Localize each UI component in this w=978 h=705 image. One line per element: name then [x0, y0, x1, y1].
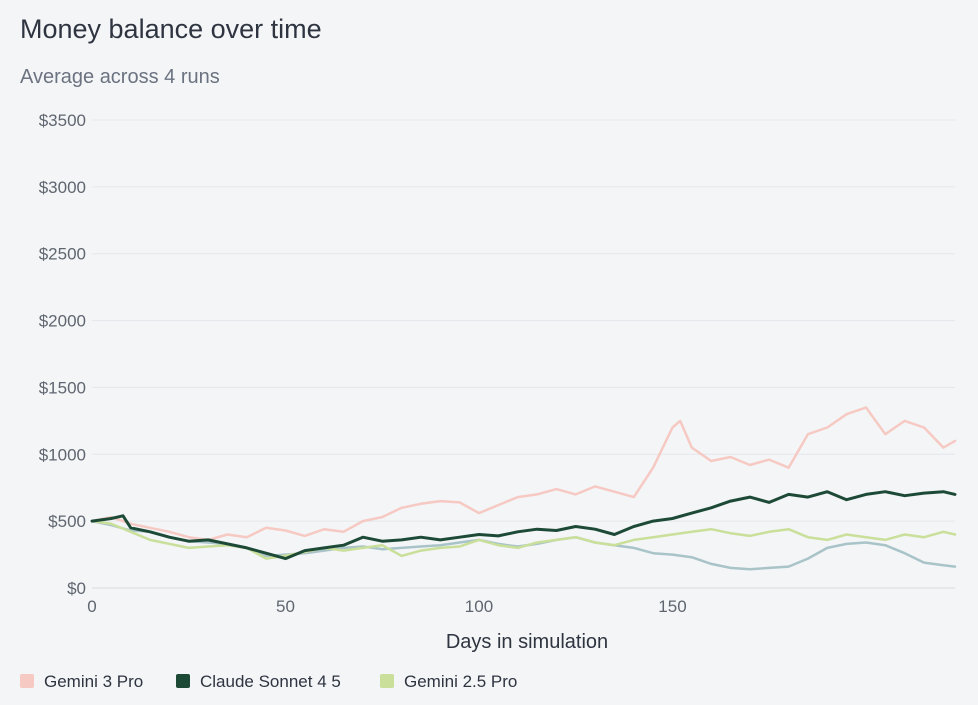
y-tick-label: $0 — [67, 579, 86, 598]
legend-swatch — [176, 674, 190, 688]
y-tick-label: $3500 — [39, 111, 86, 130]
x-tick-label: 150 — [658, 597, 686, 616]
series-line-gemini-2.5-pro — [90, 519, 957, 560]
series-line-claude-sonnet-4-5 — [90, 490, 957, 561]
legend-swatch — [20, 674, 34, 688]
chart-title: Money balance over time — [20, 14, 322, 44]
x-tick-label: 50 — [276, 597, 295, 616]
x-axis-label: Days in simulation — [446, 631, 608, 653]
series-line-gemini-3-pro — [90, 406, 957, 542]
y-tick-label: $3000 — [39, 178, 86, 197]
legend-label: Claude Sonnet 4 5 — [200, 672, 341, 691]
y-tick-label: $500 — [48, 512, 86, 531]
x-tick-label: 100 — [465, 597, 493, 616]
x-tick-label: 0 — [87, 597, 96, 616]
y-tick-label: $2000 — [39, 312, 86, 331]
legend-label: Gemini 3 Pro — [44, 672, 143, 691]
y-tick-label: $1500 — [39, 378, 86, 397]
chart-subtitle: Average across 4 runs — [20, 66, 220, 88]
y-tick-label: $2500 — [39, 245, 86, 264]
legend-swatch — [380, 674, 394, 688]
legend-label: Gemini 2.5 Pro — [404, 672, 517, 691]
y-tick-label: $1000 — [39, 445, 86, 464]
